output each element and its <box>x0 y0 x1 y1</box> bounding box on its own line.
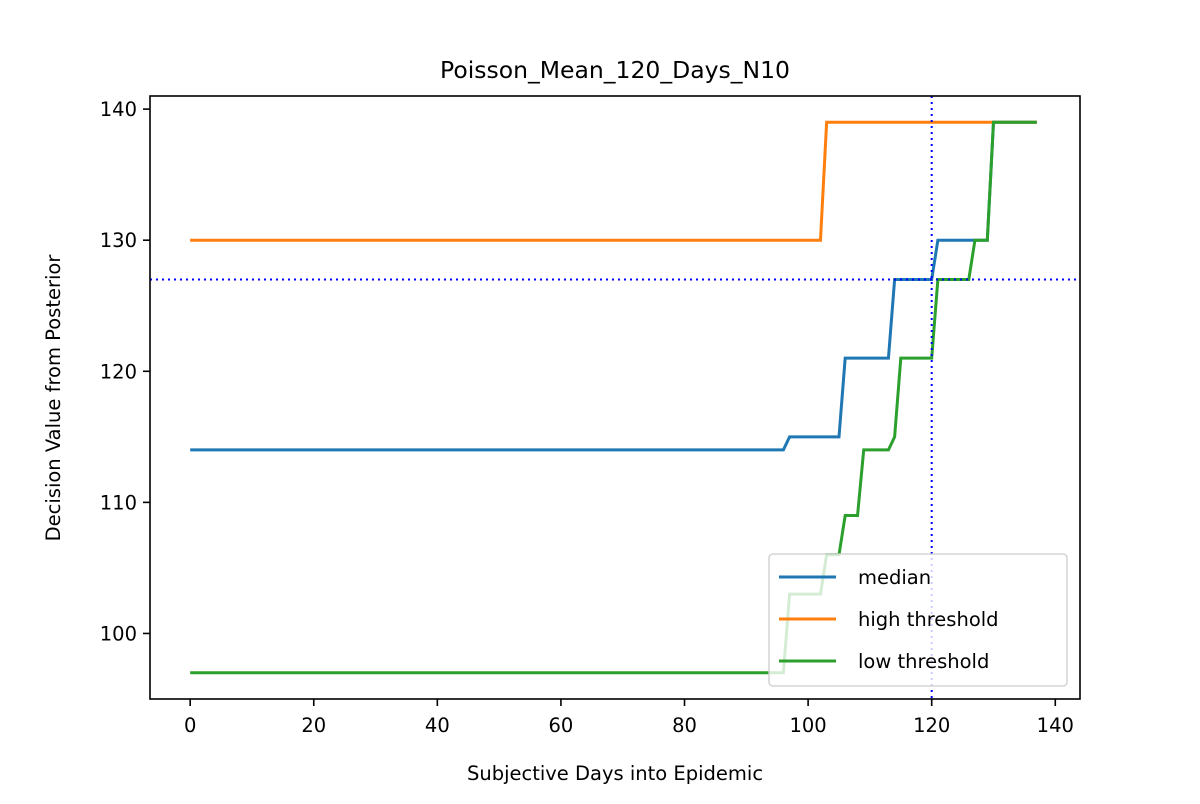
legend-box <box>768 553 1068 687</box>
y-tick-label: 140 <box>100 98 137 121</box>
x-tick-label: 0 <box>184 714 196 737</box>
x-tick-label: 20 <box>301 714 326 737</box>
x-tick-label: 140 <box>1037 714 1074 737</box>
y-tick-label: 100 <box>100 622 137 645</box>
series-line-median <box>190 120 1037 452</box>
legend-label: median <box>858 566 931 589</box>
x-tick-label: 40 <box>425 714 450 737</box>
x-tick-label: 100 <box>789 714 826 737</box>
y-tick-label: 130 <box>100 229 137 252</box>
legend-label: high threshold <box>858 608 999 631</box>
series-line-high-threshold <box>190 120 1037 242</box>
x-tick-label: 120 <box>913 714 950 737</box>
x-axis-label: Subjective Days into Epidemic <box>467 762 763 785</box>
axes-frame <box>149 95 1081 700</box>
y-tick-label: 110 <box>100 491 137 514</box>
x-tick-label: 60 <box>549 714 574 737</box>
y-axis-label: Decision Value from Posterior <box>42 254 65 542</box>
legend-label: low threshold <box>858 650 989 673</box>
x-tick-label: 80 <box>672 714 697 737</box>
y-tick-label: 120 <box>100 360 137 383</box>
plot-area: 0 20 40 60 80 100 120 140 100 110 120 130 140 median h… <box>100 95 1081 737</box>
chart-title: Poisson_Mean_120_Days_N10 <box>440 56 790 84</box>
